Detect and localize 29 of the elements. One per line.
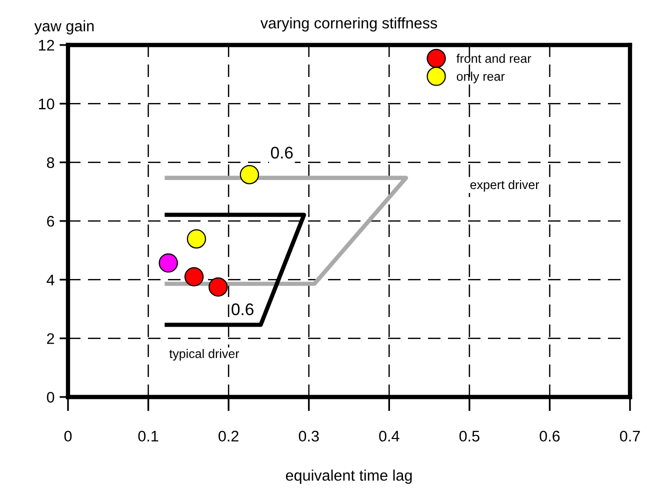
point <box>158 253 178 273</box>
point <box>208 277 228 297</box>
y-tick-label: 6 <box>47 216 54 227</box>
x-tick-label: 0.3 <box>298 430 319 442</box>
legend-label: front and rear <box>456 54 532 63</box>
x-tick-label: 0.6 <box>540 430 560 442</box>
legend-label: only rear <box>456 72 505 84</box>
x-tick-label: 0.1 <box>138 430 158 442</box>
y-tick-label: 4 <box>46 274 54 286</box>
x-tick-label: 0 <box>64 430 72 442</box>
annotation: 0.6 <box>232 303 254 316</box>
annotation: 0.6 <box>270 146 293 159</box>
y-tick-label: 8 <box>46 157 54 168</box>
annotation: typical driver <box>169 348 240 361</box>
y-axis-title: yaw gain <box>34 20 94 34</box>
x-tick-label: 0.5 <box>459 430 480 442</box>
x-tick-label: 0.2 <box>218 430 238 442</box>
y-tick-label: 10 <box>38 98 54 110</box>
point <box>184 267 204 286</box>
annotation: expert driver <box>470 180 540 192</box>
point <box>186 229 206 249</box>
x-axis-title: equivalent time lag <box>286 470 412 484</box>
y-tick-label: 0 <box>46 392 54 403</box>
x-tick-label: 0.4 <box>379 430 400 442</box>
y-tick-label: 12 <box>38 40 54 51</box>
chart-title: varying cornering stiffness <box>260 17 438 32</box>
x-tick-label: 0.7 <box>620 430 640 442</box>
point <box>240 165 260 184</box>
y-tick-label: 2 <box>47 333 54 344</box>
